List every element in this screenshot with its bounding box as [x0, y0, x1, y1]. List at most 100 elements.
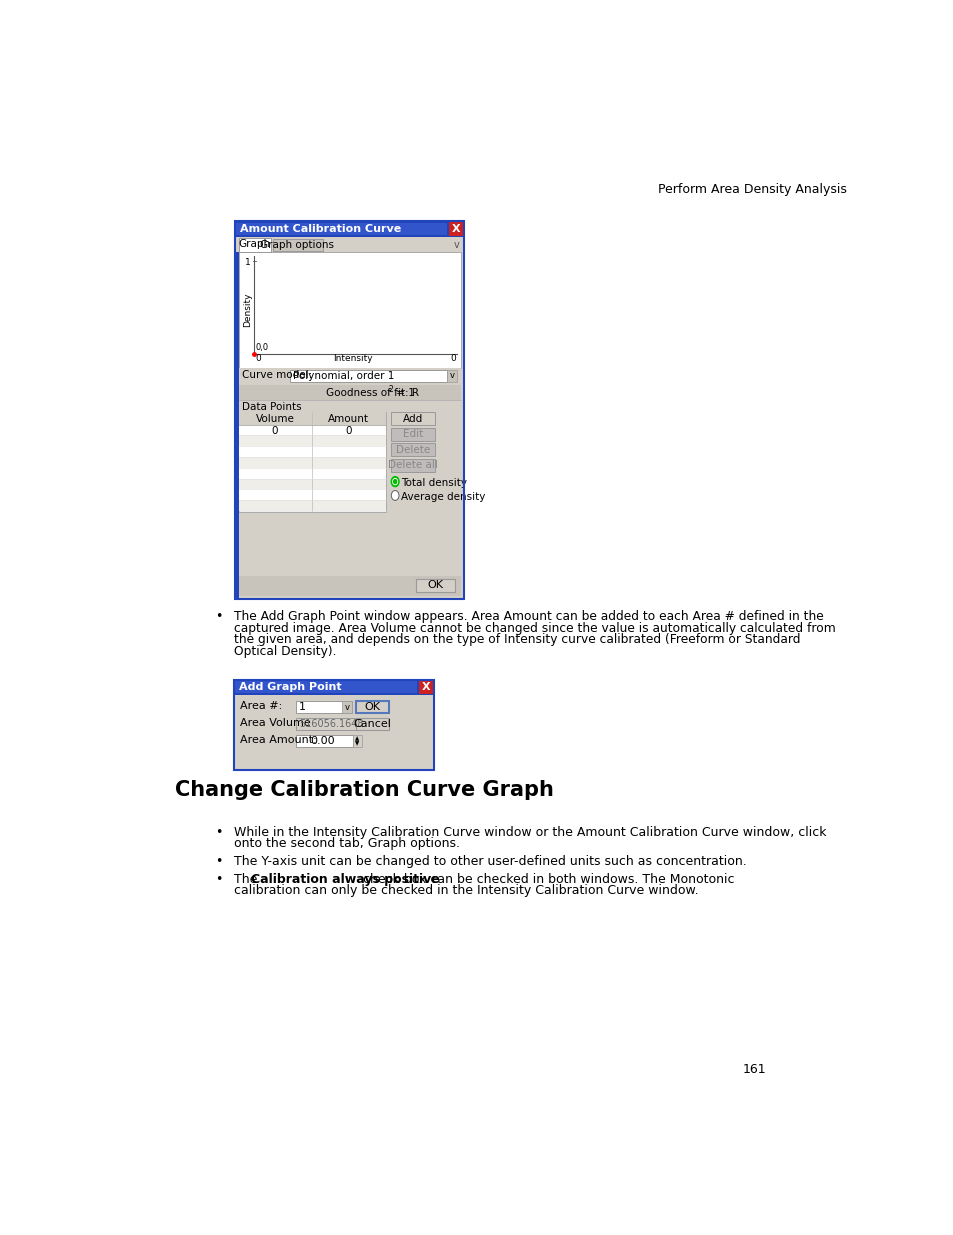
- Text: Perform Area Density Analysis: Perform Area Density Analysis: [658, 183, 846, 196]
- Text: Graph options: Graph options: [260, 240, 335, 249]
- Bar: [238, 457, 385, 468]
- Text: 0: 0: [272, 426, 278, 436]
- Text: Graph: Graph: [238, 240, 271, 249]
- Bar: [290, 370, 447, 383]
- Circle shape: [393, 479, 397, 484]
- Text: X: X: [421, 682, 430, 692]
- Bar: [390, 427, 435, 441]
- Bar: [238, 468, 385, 478]
- Bar: [233, 679, 434, 771]
- Text: •: •: [214, 873, 222, 885]
- Text: Volume: Volume: [255, 414, 294, 424]
- Bar: [273, 240, 323, 252]
- Text: Curve model:: Curve model:: [241, 370, 312, 380]
- Bar: [390, 458, 435, 472]
- Text: Cancel: Cancel: [354, 719, 391, 729]
- Text: X: X: [452, 224, 460, 233]
- Text: The: The: [233, 873, 261, 885]
- Bar: [233, 695, 434, 771]
- Text: 2: 2: [389, 385, 394, 394]
- Bar: [356, 718, 389, 730]
- Bar: [238, 446, 385, 457]
- Text: Area Amount:: Area Amount:: [240, 735, 316, 745]
- Text: Optical Density).: Optical Density).: [233, 645, 336, 658]
- Text: The Add Graph Point window appears. Area Amount can be added to each Area # defi: The Add Graph Point window appears. Area…: [233, 610, 822, 624]
- Circle shape: [391, 490, 398, 500]
- Text: captured image. Area Volume cannot be changed since the value is automatically c: captured image. Area Volume cannot be ch…: [233, 621, 835, 635]
- Text: 0: 0: [255, 354, 261, 363]
- Bar: [356, 701, 389, 714]
- Bar: [238, 478, 385, 489]
- Bar: [295, 718, 360, 730]
- Text: The Y-axis unit can be changed to other user-defined units such as concentration: The Y-axis unit can be changed to other …: [233, 855, 746, 868]
- Text: Amount Calibration Curve: Amount Calibration Curve: [240, 224, 401, 233]
- Text: OK: OK: [427, 580, 443, 590]
- Bar: [235, 221, 464, 599]
- Text: 0.00: 0.00: [310, 736, 335, 746]
- Text: 0: 0: [450, 354, 456, 363]
- Text: •: •: [214, 826, 222, 839]
- Text: Amount: Amount: [328, 414, 369, 424]
- Bar: [238, 412, 385, 425]
- Text: Total density: Total density: [401, 478, 467, 488]
- Text: 1: 1: [245, 258, 251, 267]
- Bar: [238, 252, 460, 368]
- Bar: [238, 425, 385, 436]
- Text: Average density: Average density: [401, 492, 485, 501]
- Bar: [235, 221, 464, 237]
- Bar: [416, 579, 455, 592]
- Text: Area Volume: Area Volume: [240, 718, 311, 727]
- Bar: [235, 237, 464, 599]
- Text: ▲: ▲: [355, 736, 359, 741]
- Text: ▼: ▼: [355, 741, 359, 746]
- Text: v: v: [344, 703, 349, 711]
- Text: Polynomial, order 1: Polynomial, order 1: [293, 370, 394, 380]
- Bar: [235, 222, 447, 235]
- Text: Add: Add: [402, 414, 423, 424]
- Text: Calibration always positive: Calibration always positive: [251, 873, 439, 885]
- Circle shape: [391, 477, 398, 487]
- Text: While in the Intensity Calibration Curve window or the Amount Calibration Curve : While in the Intensity Calibration Curve…: [233, 826, 825, 839]
- Bar: [235, 237, 238, 599]
- Text: Add Graph Point: Add Graph Point: [238, 682, 341, 692]
- Bar: [353, 735, 361, 747]
- Bar: [238, 368, 460, 384]
- Text: •: •: [214, 855, 222, 868]
- Bar: [238, 400, 460, 412]
- Bar: [238, 436, 385, 446]
- Bar: [418, 680, 433, 694]
- Bar: [238, 384, 460, 400]
- Circle shape: [394, 479, 396, 484]
- Bar: [233, 679, 434, 695]
- Text: v: v: [450, 372, 455, 380]
- Bar: [238, 412, 385, 513]
- Bar: [449, 222, 463, 236]
- Bar: [233, 680, 416, 693]
- Text: OK: OK: [364, 701, 380, 711]
- Text: 161: 161: [742, 1063, 766, 1076]
- Bar: [342, 701, 352, 714]
- Text: the given area, and depends on the type of Intensity curve calibrated (Freeform : the given area, and depends on the type …: [233, 634, 800, 646]
- Text: Change Calibration Curve Graph: Change Calibration Curve Graph: [174, 779, 554, 799]
- Bar: [238, 576, 460, 595]
- Bar: [238, 489, 385, 500]
- Text: onto the second tab, Graph options.: onto the second tab, Graph options.: [233, 837, 459, 851]
- Text: Data Points: Data Points: [241, 401, 301, 411]
- Bar: [238, 238, 271, 252]
- Bar: [295, 735, 353, 747]
- Text: 0,0: 0,0: [255, 343, 269, 352]
- Bar: [235, 237, 464, 252]
- Text: calibration can only be checked in the Intensity Calibration Curve window.: calibration can only be checked in the I…: [233, 884, 698, 898]
- Bar: [390, 412, 435, 425]
- Text: Density: Density: [243, 293, 253, 327]
- Text: = 1: = 1: [393, 388, 415, 398]
- Text: Edit: Edit: [402, 430, 423, 440]
- Text: Intensity: Intensity: [334, 354, 373, 363]
- Bar: [295, 701, 352, 714]
- Text: Delete all: Delete all: [388, 461, 437, 471]
- Text: Area #:: Area #:: [240, 701, 282, 711]
- Text: Goodness of fit: R: Goodness of fit: R: [326, 388, 418, 398]
- Text: Delete: Delete: [395, 445, 430, 454]
- Bar: [238, 500, 385, 511]
- Text: check box can be checked in both windows. The Monotonic: check box can be checked in both windows…: [359, 873, 734, 885]
